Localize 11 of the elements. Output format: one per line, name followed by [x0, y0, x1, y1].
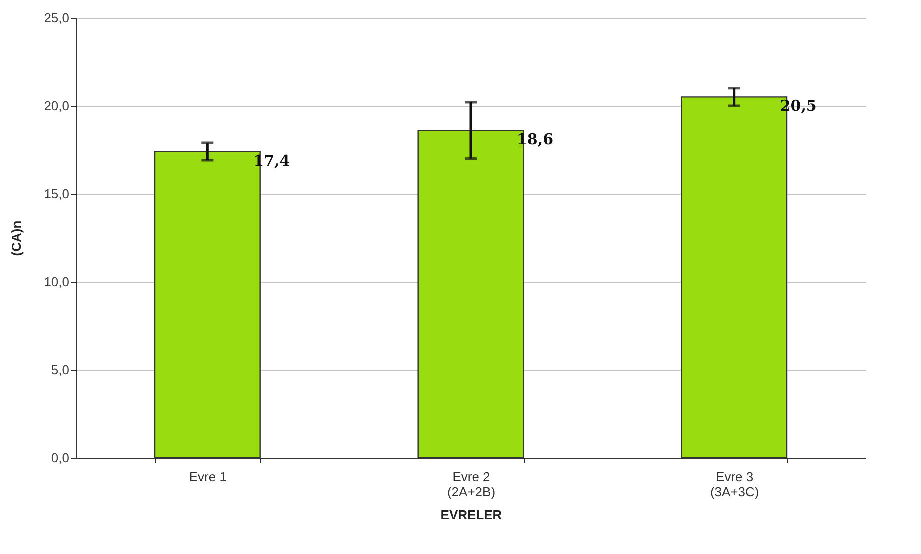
x-tick-label: Evre 3 (3A+3C): [710, 470, 760, 500]
y-tick-label: 25,0: [44, 10, 70, 26]
y-tick-label: 0,0: [51, 450, 70, 466]
y-axis-title: (CA)n: [9, 220, 24, 256]
y-tick-label: 15,0: [44, 186, 70, 202]
x-tick-label: Evre 2 (2A+2B): [447, 470, 496, 500]
x-axis-title: EVRELER: [440, 508, 503, 522]
y-tick-label: 10,0: [44, 274, 70, 290]
y-tick-label: 5,0: [51, 362, 70, 378]
y-tick-label: 20,0: [44, 98, 70, 114]
x-tick-label: Evre 1: [189, 470, 227, 484]
